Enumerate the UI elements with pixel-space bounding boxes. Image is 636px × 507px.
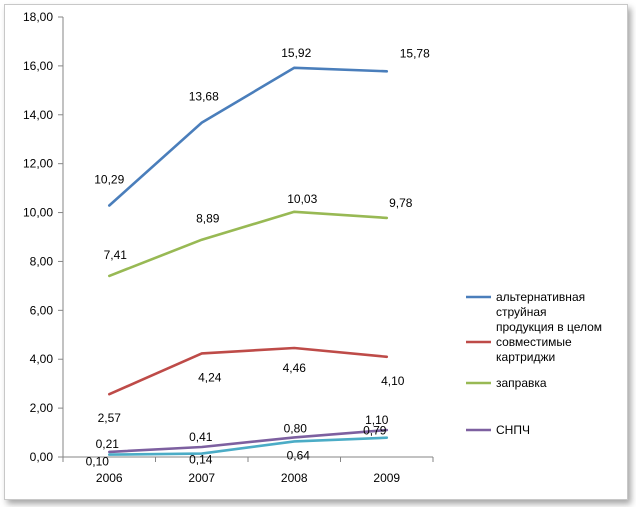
y-tick-label: 10,00 [23, 206, 53, 220]
data-label: 0,79 [363, 424, 387, 438]
x-tick-label: 2009 [373, 471, 400, 485]
series-line-2 [108, 210, 389, 278]
data-label: 13,68 [189, 90, 219, 104]
chart-frame [4, 4, 628, 500]
legend-item: заправка [466, 376, 547, 390]
y-tick-label: 14,00 [23, 108, 53, 122]
series-lines [108, 66, 389, 456]
data-label: 8,89 [196, 212, 220, 226]
legend-label: картриджи [496, 350, 555, 364]
data-label: 0,21 [96, 437, 120, 451]
x-tick-label: 2008 [281, 471, 308, 485]
series-line-3 [108, 428, 389, 454]
data-label: 0,14 [189, 453, 213, 467]
data-label: 0,10 [86, 455, 110, 469]
y-tick-label: 8,00 [30, 254, 54, 268]
series-line-1 [108, 346, 389, 396]
data-label: 2,57 [98, 411, 122, 425]
data-label: 15,78 [400, 46, 430, 60]
data-label: 1,10 [365, 413, 389, 427]
series-line-0 [108, 66, 389, 207]
y-tick-label: 4,00 [30, 352, 54, 366]
legend-label: продукция в целом [496, 320, 602, 334]
data-label: 10,29 [94, 172, 124, 186]
data-labels: 10,29 13,68 15,92 15,78 2,57 4,24 4,46 4,10 7,41… [86, 46, 431, 469]
y-tick-label: 2,00 [30, 401, 54, 415]
x-tick-label: 2006 [96, 471, 123, 485]
legend-label: совместимые [496, 335, 572, 349]
data-label: 4,10 [381, 374, 405, 388]
data-label: 4,46 [283, 361, 307, 375]
data-label: 0,64 [287, 448, 311, 462]
x-tick-label: 2007 [188, 471, 215, 485]
y-tick-label: 12,00 [23, 157, 53, 171]
y-tick-label: 18,00 [23, 10, 53, 24]
axes: 0,00 2,00 4,00 6,00 8,00 10,00 12,00 14,00 16,00… [23, 10, 434, 485]
y-tick-label: 6,00 [30, 303, 54, 317]
data-label: 9,78 [389, 196, 413, 210]
data-label: 0,80 [284, 421, 308, 435]
legend-label: альтернативная [496, 290, 585, 304]
data-label: 4,24 [198, 370, 222, 384]
legend-item: СНПЧ [466, 423, 530, 437]
data-label: 7,41 [104, 248, 128, 262]
y-tick-label: 16,00 [23, 59, 53, 73]
data-label: 10,03 [287, 192, 317, 206]
legend-label: СНПЧ [496, 423, 530, 437]
data-label: 0,41 [189, 430, 213, 444]
legend-label: струйная [496, 305, 547, 319]
data-label: 15,92 [281, 46, 311, 60]
series-line-4 [108, 436, 389, 456]
legend-label: заправка [496, 376, 547, 390]
y-tick-label: 0,00 [30, 450, 54, 464]
